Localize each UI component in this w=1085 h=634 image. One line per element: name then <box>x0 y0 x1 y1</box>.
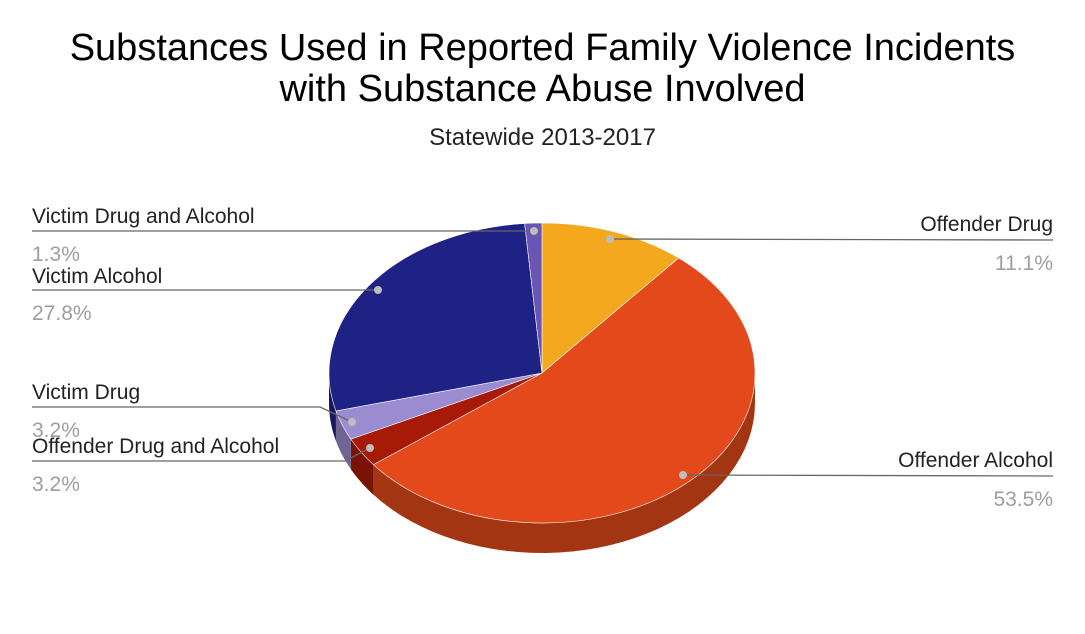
callout-4: Victim Alcohol 27.8% <box>32 265 382 325</box>
chart-subtitle: Statewide 2013-2017 <box>429 124 656 151</box>
chart-title-line-2: with Substance Abuse Involved <box>279 68 806 110</box>
slice-value-label-2: 3.2% <box>32 473 80 496</box>
callout-dot-2 <box>366 444 374 452</box>
pie-slice-side-1 <box>373 373 755 553</box>
pie-depth-layer <box>329 373 755 553</box>
pie-slice-4[interactable] <box>328 223 543 412</box>
callout-3: Victim Drug 3.2% <box>32 381 356 442</box>
slice-value-label-3: 3.2% <box>32 419 80 442</box>
slice-value-label-0: 11.1% <box>995 252 1053 275</box>
slice-value-label-1: 53.5% <box>993 488 1053 511</box>
callout-0: Offender Drug 11.1% <box>606 213 1054 275</box>
slice-value-label-5: 1.3% <box>32 243 80 266</box>
pie-slices-layer <box>328 222 756 524</box>
slice-label-2: Offender Drug and Alcohol <box>32 435 279 458</box>
callout-line-1 <box>682 474 1054 477</box>
callout-dot-3 <box>348 418 356 426</box>
pie-slice-0[interactable] <box>541 222 680 374</box>
callout-dot-5 <box>530 227 538 235</box>
pie-slice-side-2 <box>350 439 374 495</box>
slice-label-0: Offender Drug <box>920 213 1053 236</box>
callout-dot-1 <box>679 471 687 479</box>
slice-value-label-4: 27.8% <box>32 302 92 325</box>
pie-slice-side-3 <box>335 410 351 470</box>
pie-slice-5[interactable] <box>524 222 543 374</box>
callout-5: Victim Drug and Alcohol 1.3% <box>32 205 538 266</box>
pie-slice-1[interactable] <box>372 257 756 524</box>
callout-dot-0 <box>606 235 614 243</box>
callout-2: Offender Drug and Alcohol 3.2% <box>32 435 374 496</box>
callout-1: Offender Alcohol 53.5% <box>679 449 1054 511</box>
pie-slice-side-4 <box>329 373 336 441</box>
slice-label-5: Victim Drug and Alcohol <box>32 205 255 228</box>
slice-label-3: Victim Drug <box>32 381 140 404</box>
callout-line-0 <box>609 238 1054 241</box>
callout-line-2 <box>32 447 371 462</box>
callout-dot-4 <box>374 286 382 294</box>
slice-label-1: Offender Alcohol <box>898 449 1053 472</box>
callout-line-3 <box>32 406 353 423</box>
slice-label-4: Victim Alcohol <box>32 265 162 288</box>
chart-title: Substances Used in Reported Family Viole… <box>0 28 1085 110</box>
chart-title-line-1: Substances Used in Reported Family Viole… <box>69 27 1016 69</box>
